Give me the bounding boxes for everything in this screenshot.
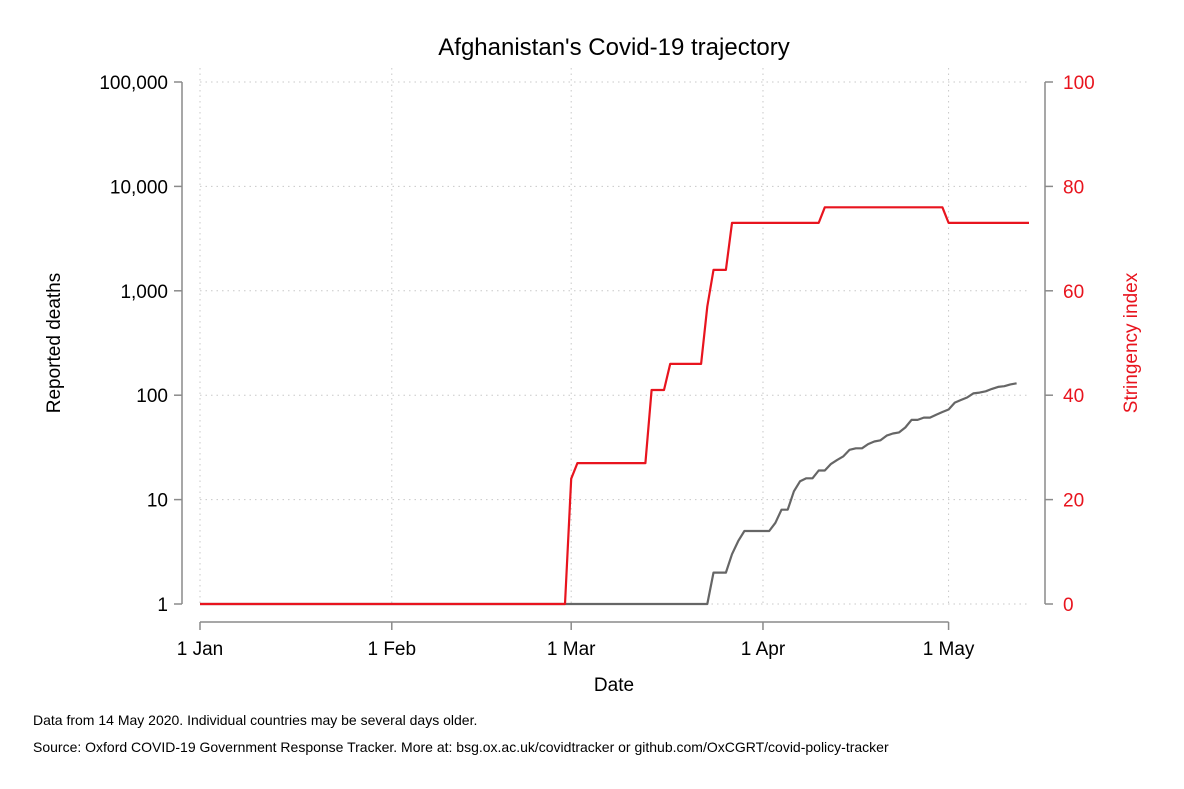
y-left-tick-label: 10	[147, 491, 168, 512]
y-right-tick-label: 0	[1063, 595, 1074, 616]
grid-lines	[199, 68, 1029, 605]
y-left-tick-label: 100,000	[99, 73, 168, 94]
stringency-line	[200, 206, 1029, 606]
deaths-line	[200, 382, 1017, 606]
x-tick-label: 1 Jan	[177, 639, 223, 660]
series-lines	[200, 206, 1029, 606]
y-right-tick-label: 40	[1063, 386, 1084, 407]
axes	[174, 81, 1053, 630]
y-axis-label-right: Stringency index	[1121, 272, 1142, 413]
x-tick-label: 1 Feb	[367, 639, 416, 660]
tick-labels: 1 10 100 1,000 10,000 100,000 0 20 40 60 80 100 1 Ja…	[99, 73, 1094, 660]
x-tick-label: 1 May	[923, 639, 975, 660]
y-right-tick-label: 20	[1063, 491, 1084, 512]
y-right-tick-label: 80	[1063, 177, 1084, 198]
y-axis-label-left: Reported deaths	[44, 273, 65, 414]
y-left-tick-label: 1,000	[120, 282, 168, 303]
x-axis-label: Date	[594, 675, 634, 696]
y-left-tick-label: 100	[136, 386, 168, 407]
y-left-tick-label: 10,000	[110, 177, 168, 198]
x-tick-label: 1 Apr	[741, 639, 786, 660]
data-date-note: Data from 14 May 2020. Individual countr…	[33, 712, 478, 728]
chart-title: Afghanistan's Covid-19 trajectory	[438, 34, 789, 61]
y-left-tick-label: 1	[157, 595, 168, 616]
covid-trajectory-chart: Afghanistan's Covid-19 trajectory 1 10 100…	[44, 34, 1142, 696]
source-note: Source: Oxford COVID-19 Government Respo…	[33, 739, 889, 755]
x-tick-label: 1 Mar	[547, 639, 596, 660]
y-right-tick-label: 60	[1063, 282, 1084, 303]
y-right-tick-label: 100	[1063, 73, 1095, 94]
